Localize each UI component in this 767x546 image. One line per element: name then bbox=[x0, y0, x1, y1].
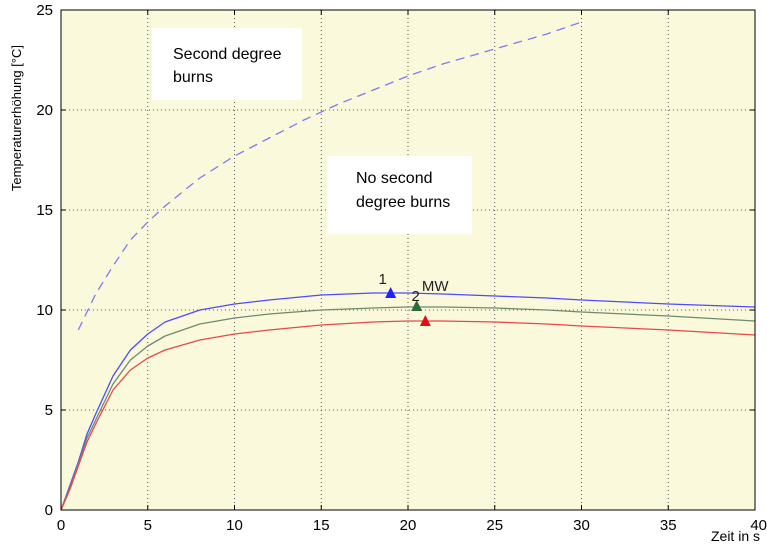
y-tick-label: 15 bbox=[36, 202, 53, 219]
series-line-threshold bbox=[77, 21, 582, 331]
point-marker bbox=[419, 315, 431, 326]
text-box-second-degree-line-1: Second degree bbox=[173, 46, 282, 63]
y-axis-label: Temperaturerhöhung [°C] bbox=[9, 45, 24, 191]
x-tick-label: 10 bbox=[226, 517, 243, 534]
x-tick-label: 5 bbox=[144, 517, 152, 534]
y-tick-label: 20 bbox=[36, 102, 53, 119]
text-box-no-second-degree: No second degree burns bbox=[327, 156, 472, 234]
x-tick-label: 15 bbox=[313, 517, 330, 534]
series-layer bbox=[60, 21, 756, 511]
x-tick-label: 25 bbox=[486, 517, 503, 534]
marker-layer bbox=[385, 287, 431, 326]
point-marker bbox=[411, 300, 423, 311]
x-tick-label: 35 bbox=[660, 517, 677, 534]
series-annotation: 1 bbox=[379, 271, 387, 288]
text-box-second-degree: Second degree burns bbox=[152, 28, 302, 100]
text-box-no-second-degree-line-2: degree burns bbox=[356, 194, 450, 211]
y-tick-label: 0 bbox=[45, 502, 53, 519]
annotation-layer: 1 MW2 bbox=[379, 271, 450, 305]
series-annotation: 2 bbox=[411, 288, 419, 305]
x-tick-label: 30 bbox=[573, 517, 590, 534]
y-tick-label: 5 bbox=[45, 402, 53, 419]
grid bbox=[61, 10, 755, 510]
x-axis-label: Zeit in s bbox=[711, 528, 760, 544]
y-tick-label: 25 bbox=[36, 2, 53, 19]
series-line-mw bbox=[60, 306, 756, 511]
text-box-second-degree-line-2: burns bbox=[173, 69, 213, 86]
tick-layer: 0 5 10 15 20 25 30 35 40 0 5 10 15 20 25 bbox=[36, 2, 767, 534]
x-tick-label: 40 bbox=[750, 517, 767, 534]
x-tick-label: 0 bbox=[57, 517, 65, 534]
text-box-no-second-degree-line-1: No second bbox=[356, 170, 433, 187]
series-line-1 bbox=[60, 292, 756, 511]
y-tick-label: 10 bbox=[36, 302, 53, 319]
series-line-2 bbox=[60, 320, 756, 511]
series-annotation: MW bbox=[422, 278, 449, 295]
x-tick-label: 20 bbox=[400, 517, 417, 534]
point-marker bbox=[385, 287, 397, 298]
